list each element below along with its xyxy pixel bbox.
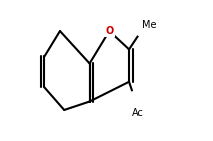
Text: O: O: [105, 26, 114, 36]
Text: Me: Me: [142, 20, 156, 30]
Text: Ac: Ac: [132, 108, 144, 118]
